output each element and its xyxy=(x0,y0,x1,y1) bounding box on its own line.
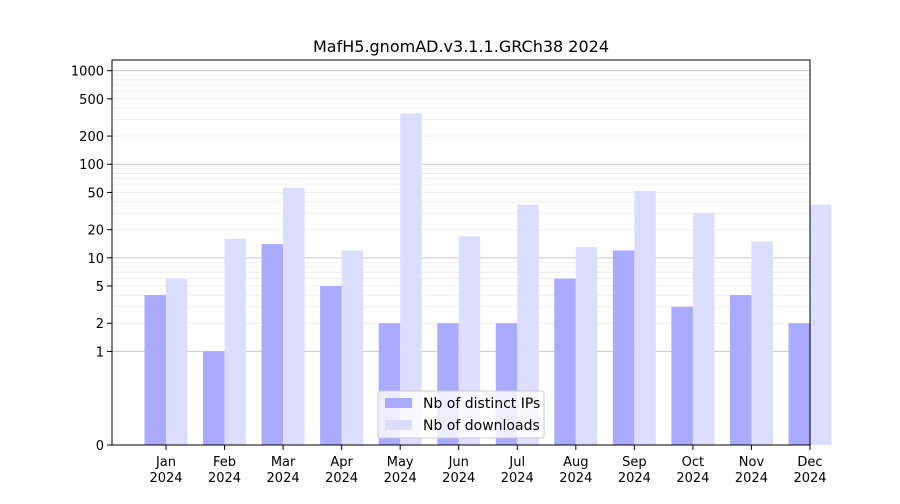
x-tick-label: Jun xyxy=(448,455,469,470)
y-tick-label: 50 xyxy=(87,186,104,201)
legend-label-downloads: Nb of downloads xyxy=(423,418,540,434)
legend-label-distinct-ips: Nb of distinct IPs xyxy=(423,396,540,412)
legend-box xyxy=(377,390,545,439)
legend-swatch-downloads xyxy=(385,420,412,430)
x-tick-label: 2024 xyxy=(208,471,241,486)
x-tick-label: 2024 xyxy=(442,471,475,486)
bar-downloads xyxy=(692,213,715,445)
x-tick-label: Oct xyxy=(682,455,704,470)
x-tick-label: Aug xyxy=(563,455,588,470)
bar-distinct-ips xyxy=(554,278,576,445)
y-tick-label: 20 xyxy=(87,224,104,239)
y-tick-label: 2 xyxy=(96,317,104,332)
x-tick-label: 2024 xyxy=(676,471,709,486)
bar-distinct-ips xyxy=(320,286,342,445)
bar-distinct-ips xyxy=(729,295,752,445)
x-tick-label: Mar xyxy=(271,455,296,470)
bar-distinct-ips xyxy=(612,250,635,445)
x-tick-label: 2024 xyxy=(735,471,768,486)
plot-frame xyxy=(111,59,811,446)
y-tick-label: 1 xyxy=(96,345,104,360)
bar-downloads xyxy=(166,278,188,445)
x-tick-label: 2024 xyxy=(267,471,300,486)
legend: Nb of distinct IPs Nb of downloads xyxy=(377,390,545,439)
bar-downloads xyxy=(634,190,656,445)
y-tick-label: 200 xyxy=(79,130,104,145)
x-tick-label: 2024 xyxy=(501,471,534,486)
bar-downloads xyxy=(517,204,539,445)
x-tick-label: Nov xyxy=(739,455,765,470)
y-tick-label: 0 xyxy=(96,439,104,454)
x-tick-label: May xyxy=(387,455,414,470)
bar-distinct-ips xyxy=(788,323,810,445)
x-tick-label: 2024 xyxy=(559,471,592,486)
bars-layer xyxy=(144,113,832,446)
y-axis: 0 1 2 5 10 20 50 100 200 500 1000 xyxy=(71,65,112,454)
y-tick-label: 5 xyxy=(96,280,104,295)
x-tick-label: 2024 xyxy=(793,471,826,486)
x-tick-label: Apr xyxy=(330,455,353,470)
bar-distinct-ips xyxy=(144,295,166,445)
bar-downloads xyxy=(400,113,422,446)
x-tick-label: 2024 xyxy=(384,471,417,486)
x-tick-label: Jul xyxy=(508,455,525,470)
bar-distinct-ips xyxy=(671,306,693,445)
x-tick-label: 2024 xyxy=(618,471,651,486)
y-tick-label: 500 xyxy=(79,93,104,108)
x-tick-label: Sep xyxy=(622,455,647,470)
bar-downloads xyxy=(283,187,305,445)
x-tick-label: 2024 xyxy=(149,471,182,486)
bar-distinct-ips xyxy=(261,244,284,445)
x-axis: Jan2024Feb2024Mar2024Apr2024May2024Jun20… xyxy=(149,445,827,486)
legend-swatch-distinct-ips xyxy=(385,398,412,408)
bar-downloads xyxy=(341,250,364,445)
bar-downloads xyxy=(224,238,247,445)
bar-downloads xyxy=(810,204,832,445)
x-tick-label: Dec xyxy=(797,455,822,470)
x-tick-label: 2024 xyxy=(325,471,358,486)
x-tick-label: Jan xyxy=(155,455,176,470)
bar-distinct-ips xyxy=(203,351,225,445)
y-tick-label: 1000 xyxy=(71,65,104,80)
bar-downloads xyxy=(751,241,773,445)
y-tick-label: 100 xyxy=(79,158,104,173)
chart-title: MafH5.gnomAD.v3.1.1.GRCh38 2024 xyxy=(313,37,609,56)
bar-downloads xyxy=(575,247,598,445)
x-tick-label: Feb xyxy=(213,455,236,470)
y-tick-label: 10 xyxy=(87,252,104,267)
